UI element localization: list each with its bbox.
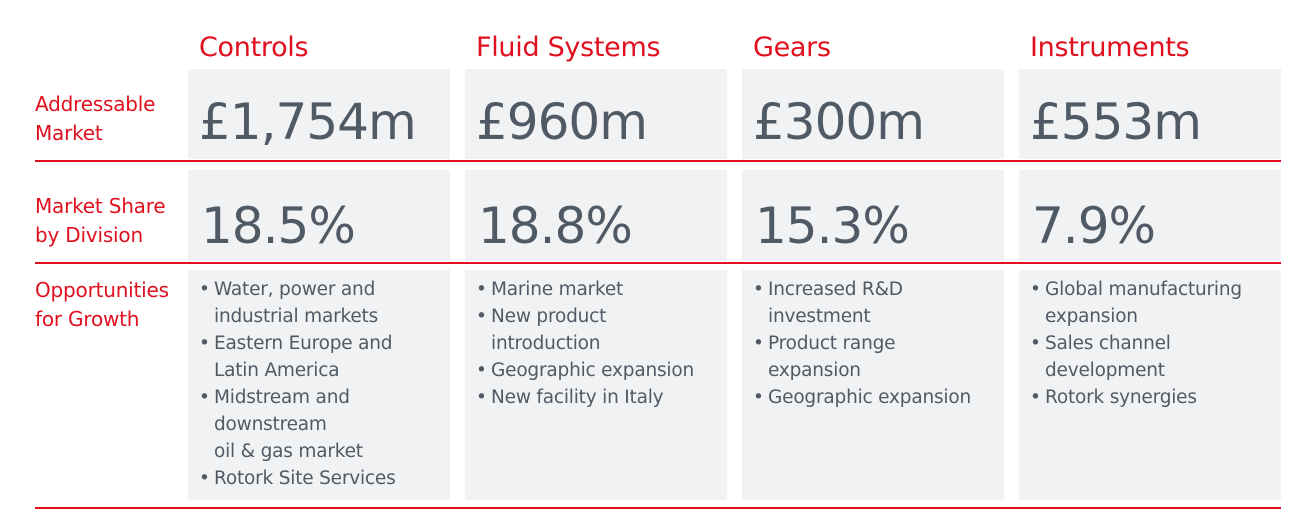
share-value-controls: 18.5%	[201, 197, 356, 255]
list-item: Midstream and downstream oil & gas marke…	[199, 384, 396, 465]
list-item: New product introduction	[476, 303, 694, 357]
market-panel-instruments	[1019, 69, 1281, 159]
share-panel-gears	[742, 170, 1004, 261]
opportunities-list-gears: Increased R&D investment Product range e…	[753, 276, 971, 411]
bottom-divider	[35, 507, 1281, 509]
row-divider	[35, 160, 1281, 162]
list-item: Marine market	[476, 276, 694, 303]
list-item: New facility in Italy	[476, 384, 694, 411]
list-item: Eastern Europe and Latin America	[199, 330, 396, 384]
share-value-fluid-systems: 18.8%	[478, 197, 633, 255]
market-panel-gears	[742, 69, 1004, 159]
column-heading-instruments: Instruments	[1030, 32, 1190, 63]
list-item: Rotork Site Services	[199, 465, 396, 492]
market-value-fluid-systems: £960m	[476, 93, 648, 151]
column-heading-gears: Gears	[753, 32, 831, 63]
list-item: Rotork synergies	[1030, 384, 1242, 411]
row-label-opportunities: Opportunities for Growth	[35, 278, 169, 331]
list-item: Product range expansion	[753, 330, 971, 384]
list-item: Geographic expansion	[476, 357, 694, 384]
opportunities-list-controls: Water, power and industrial markets East…	[199, 276, 396, 492]
opportunities-list-fluid-systems: Marine market New product introduction G…	[476, 276, 694, 411]
share-panel-controls	[188, 170, 450, 261]
market-value-instruments: £553m	[1030, 93, 1202, 151]
share-panel-fluid-systems	[465, 170, 727, 261]
row-label-addressable-market: Addressable Market	[35, 92, 156, 145]
row-divider	[35, 262, 1281, 264]
list-item: Sales channel development	[1030, 330, 1242, 384]
list-item: Geographic expansion	[753, 384, 971, 411]
list-item: Increased R&D investment	[753, 276, 971, 330]
market-value-controls: £1,754m	[199, 93, 417, 151]
market-value-gears: £300m	[753, 93, 925, 151]
list-item: Global manufacturing expansion	[1030, 276, 1242, 330]
column-heading-fluid-systems: Fluid Systems	[476, 32, 661, 63]
row-label-market-share: Market Share by Division	[35, 194, 166, 247]
share-panel-instruments	[1019, 170, 1281, 261]
column-heading-controls: Controls	[199, 32, 309, 63]
market-panel-controls	[188, 69, 450, 159]
share-value-gears: 15.3%	[755, 197, 910, 255]
opportunities-list-instruments: Global manufacturing expansion Sales cha…	[1030, 276, 1242, 411]
market-panel-fluid-systems	[465, 69, 727, 159]
share-value-instruments: 7.9%	[1032, 197, 1156, 255]
list-item: Water, power and industrial markets	[199, 276, 396, 330]
